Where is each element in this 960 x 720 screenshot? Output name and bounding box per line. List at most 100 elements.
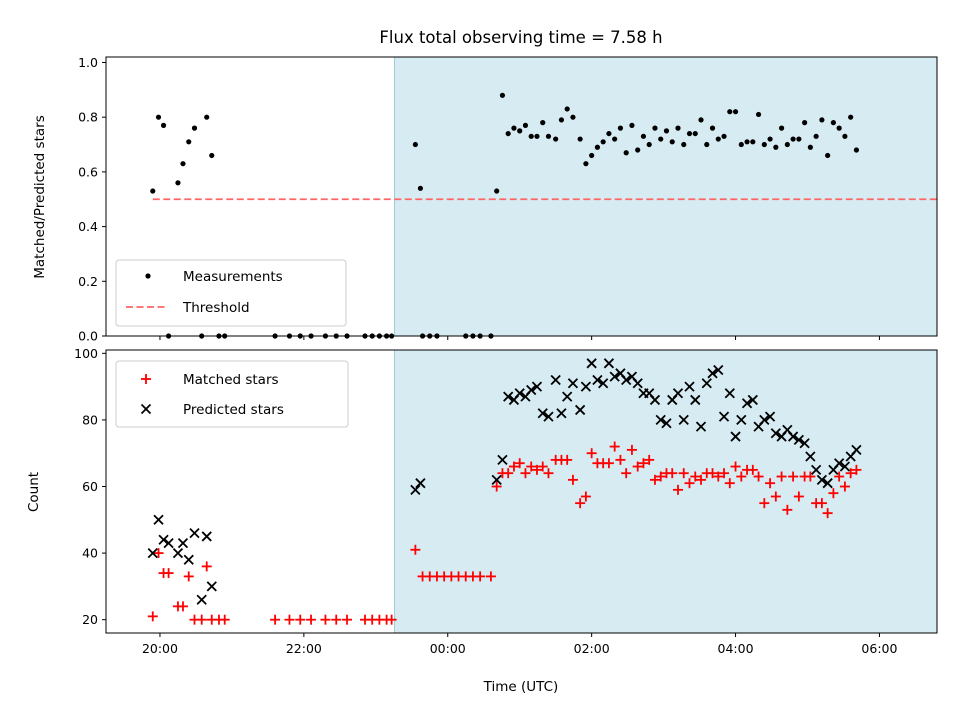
x-b — [764, 411, 776, 422]
x-b — [592, 374, 603, 386]
predicted-star-point — [575, 404, 586, 416]
y-tick-label: 0.4 — [78, 219, 98, 234]
matched-star-point — [684, 478, 695, 489]
x-b — [158, 534, 169, 545]
top-highlight-span — [394, 56, 938, 337]
matched-star-point — [632, 461, 643, 472]
measurement-point — [191, 125, 198, 131]
measurement-point — [715, 136, 721, 142]
x-tick-label: 22:00 — [286, 641, 322, 656]
measurement-point — [663, 128, 670, 134]
matched-star-point — [724, 478, 735, 489]
x-b — [183, 554, 194, 565]
x-b — [206, 581, 217, 592]
x-b — [537, 408, 548, 419]
x-b — [805, 451, 816, 462]
x-b — [189, 527, 200, 539]
measurement-point — [577, 136, 583, 142]
measurement-point — [417, 185, 424, 191]
predicted-star-point — [770, 428, 781, 439]
measurement-point — [412, 141, 418, 148]
x-b — [799, 438, 810, 449]
x-b — [655, 414, 666, 426]
measurement-point — [186, 139, 192, 145]
bottom-y-ticks: 20 40 60 80 100 — [74, 346, 106, 627]
matched-star-point — [163, 568, 174, 579]
x-b — [810, 464, 822, 475]
x-tick-label: 02:00 — [574, 641, 610, 656]
measurement-point — [738, 141, 744, 148]
matched-star-point — [386, 614, 397, 625]
matched-star-point — [678, 468, 689, 479]
matched-star-point — [730, 461, 741, 472]
measurement-point — [732, 109, 739, 115]
x-b — [649, 394, 661, 406]
legend-predicted-label: Predicted stars — [183, 402, 284, 418]
predicted-star-point — [730, 431, 741, 442]
matched-star-point — [788, 471, 799, 482]
measurement-point — [790, 136, 796, 142]
y-tick-label: 1.0 — [78, 55, 98, 70]
predicted-star-point — [655, 414, 666, 426]
y-tick-label: 0.6 — [78, 164, 98, 179]
measurement-point — [594, 144, 601, 150]
x-tick-label: 06:00 — [861, 641, 897, 656]
measurement-point — [813, 133, 819, 139]
legend-predicted-marker-b — [140, 403, 152, 415]
predicted-star-point — [787, 431, 799, 442]
x-b — [701, 378, 712, 389]
matched-star-point — [196, 614, 207, 625]
measurement-point — [842, 133, 848, 139]
x-b — [713, 364, 724, 376]
x-b — [603, 358, 615, 369]
x-b — [586, 358, 597, 369]
measurement-point — [160, 122, 167, 128]
measurement-point — [570, 114, 576, 120]
predicted-star-point — [543, 411, 554, 422]
measurement-point — [499, 92, 506, 98]
matched-star-point — [219, 614, 230, 625]
measurement-point — [600, 139, 606, 145]
matched-star-point — [508, 461, 519, 472]
y-tick-label: 0.8 — [78, 110, 98, 125]
measurement-point — [612, 136, 618, 142]
measurement-point — [727, 109, 733, 115]
matched-star-point — [531, 464, 542, 475]
legend-box — [115, 259, 347, 327]
matched-star-point — [845, 468, 856, 479]
predicted-star-point — [410, 484, 421, 495]
legend-threshold-label: Threshold — [182, 300, 250, 316]
measurement-point — [675, 125, 681, 131]
measurement-point — [150, 188, 156, 194]
x-b — [415, 478, 426, 489]
x-b — [562, 391, 573, 402]
matched-star-point — [580, 491, 591, 502]
measurement-point — [836, 125, 842, 131]
matched-star-point — [475, 571, 486, 582]
matched-star-point — [201, 561, 212, 572]
x-b — [526, 384, 537, 396]
top-x-ticks — [159, 336, 880, 340]
predicted-star-point — [172, 547, 184, 559]
predicted-star-point — [189, 527, 200, 539]
predicted-star-point — [598, 378, 609, 389]
top-y-ticks: 0.0 0.2 0.4 0.6 0.8 1.0 — [78, 55, 106, 344]
measurement-point — [819, 117, 825, 123]
x-b — [503, 391, 514, 402]
matched-star-point — [153, 548, 164, 559]
matched-star-point — [177, 601, 188, 612]
measurement-point — [807, 144, 813, 150]
measurement-point — [534, 133, 540, 139]
bottom-highlight-span — [394, 349, 938, 634]
bottom-legend: Matched stars Predicted stars — [115, 360, 349, 428]
top-y-axis-label: Matched/Predicted stars — [32, 115, 48, 278]
measurement-point — [709, 125, 716, 131]
x-b — [695, 421, 707, 432]
matched-star-point — [644, 454, 655, 465]
legend-matched-label: Matched stars — [183, 372, 279, 388]
measurement-point — [640, 133, 647, 139]
legend-measurements-label: Measurements — [183, 269, 283, 285]
matched-star-point — [526, 461, 537, 472]
x-b — [626, 371, 638, 382]
matched-star-point — [609, 441, 620, 452]
